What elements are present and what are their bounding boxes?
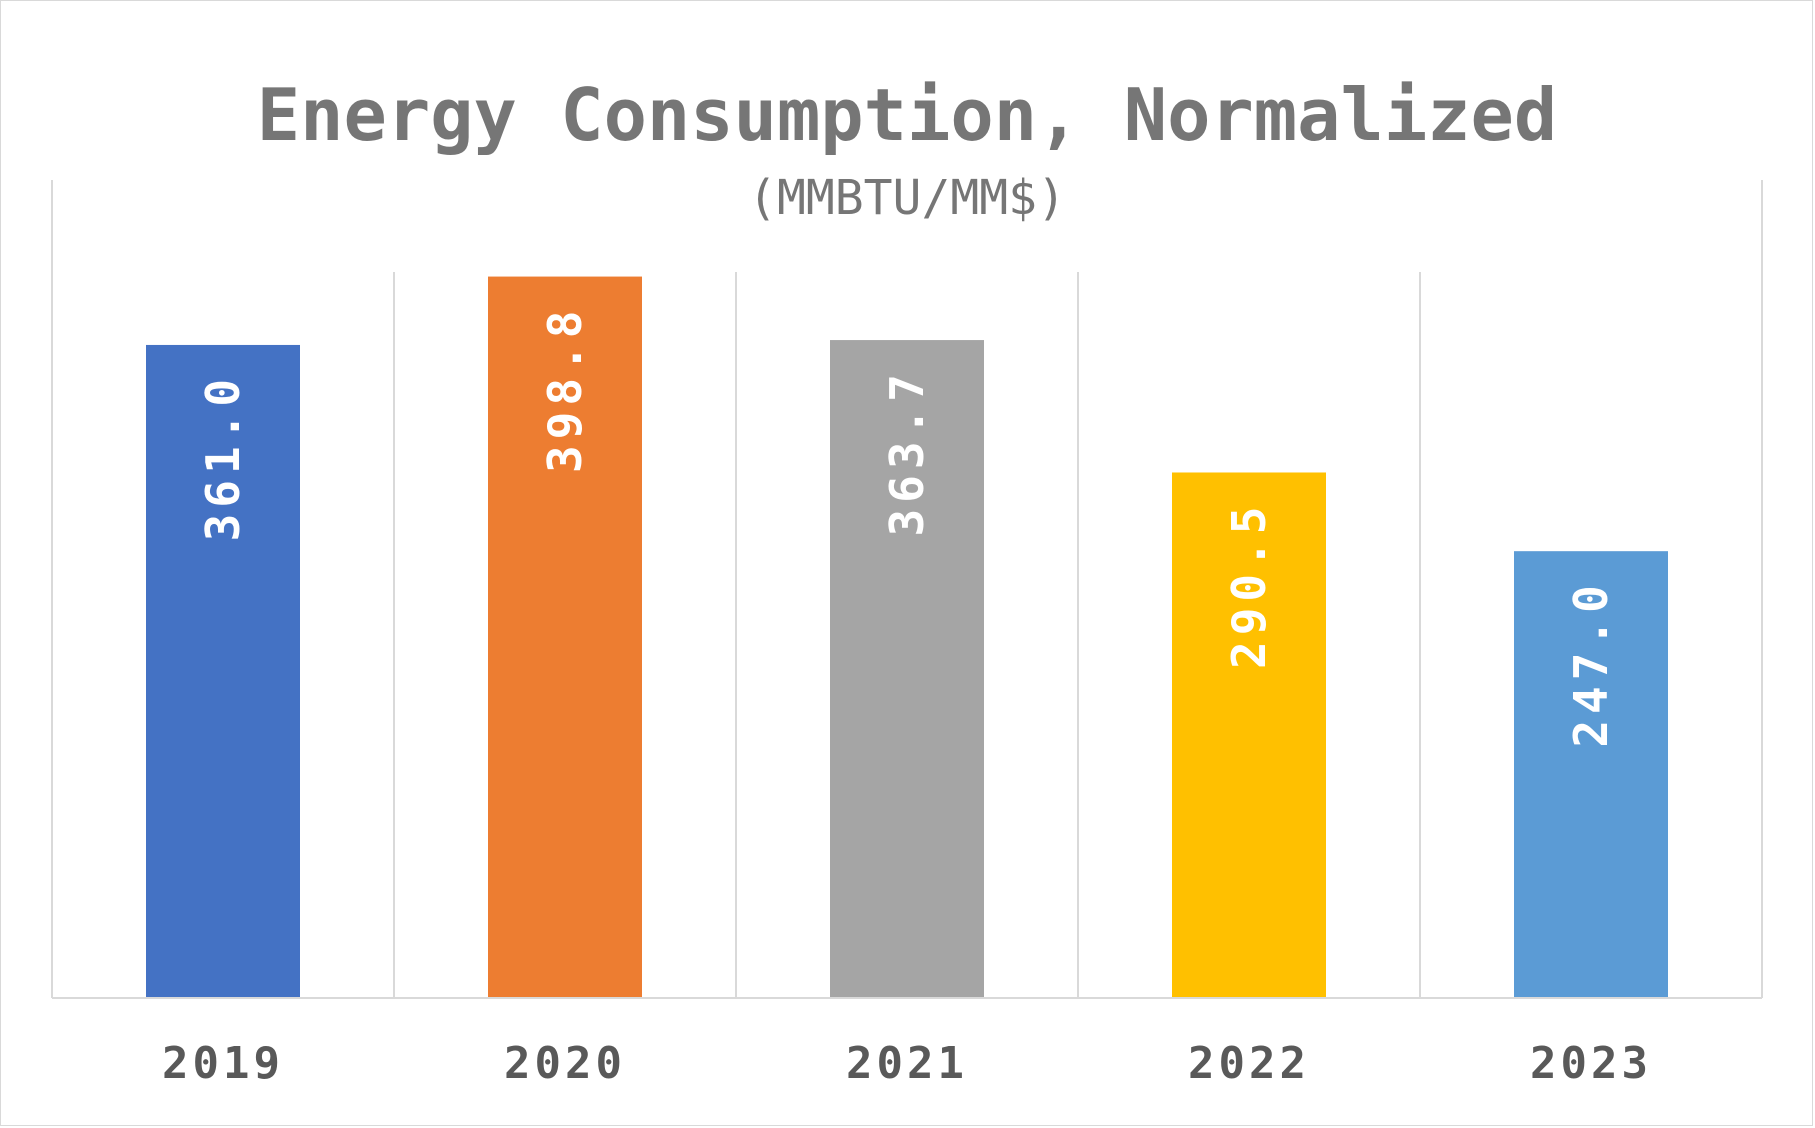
- bar-2019: [146, 344, 300, 998]
- category-label-2021: 2021: [846, 1038, 968, 1089]
- category-label-2019: 2019: [162, 1038, 284, 1089]
- category-labels: 2019 2020 2021 2022 2023: [162, 1038, 1652, 1089]
- data-label-2023: 247.0: [1564, 579, 1618, 747]
- category-label-2020: 2020: [504, 1038, 626, 1089]
- bar-2023: [1514, 551, 1668, 998]
- data-label-2021: 363.7: [880, 368, 934, 536]
- category-label-2022: 2022: [1188, 1038, 1310, 1089]
- bar-2020: [488, 276, 642, 998]
- data-label-2019: 361.0: [196, 373, 250, 541]
- data-label-2020: 398.8: [538, 305, 592, 473]
- data-labels: 361.0 398.8 363.7 290.5 247.0: [196, 305, 1618, 748]
- bar-2022: [1172, 472, 1326, 999]
- gridlines: [51, 180, 1763, 998]
- data-label-2022: 290.5: [1222, 500, 1276, 668]
- chart-subtitle: (MMBTU/MM$): [748, 170, 1066, 226]
- bars: [146, 276, 1668, 999]
- bar-2021: [830, 340, 984, 998]
- category-label-2023: 2023: [1530, 1038, 1652, 1089]
- chart-title: Energy Consumption, Normalized: [257, 73, 1557, 157]
